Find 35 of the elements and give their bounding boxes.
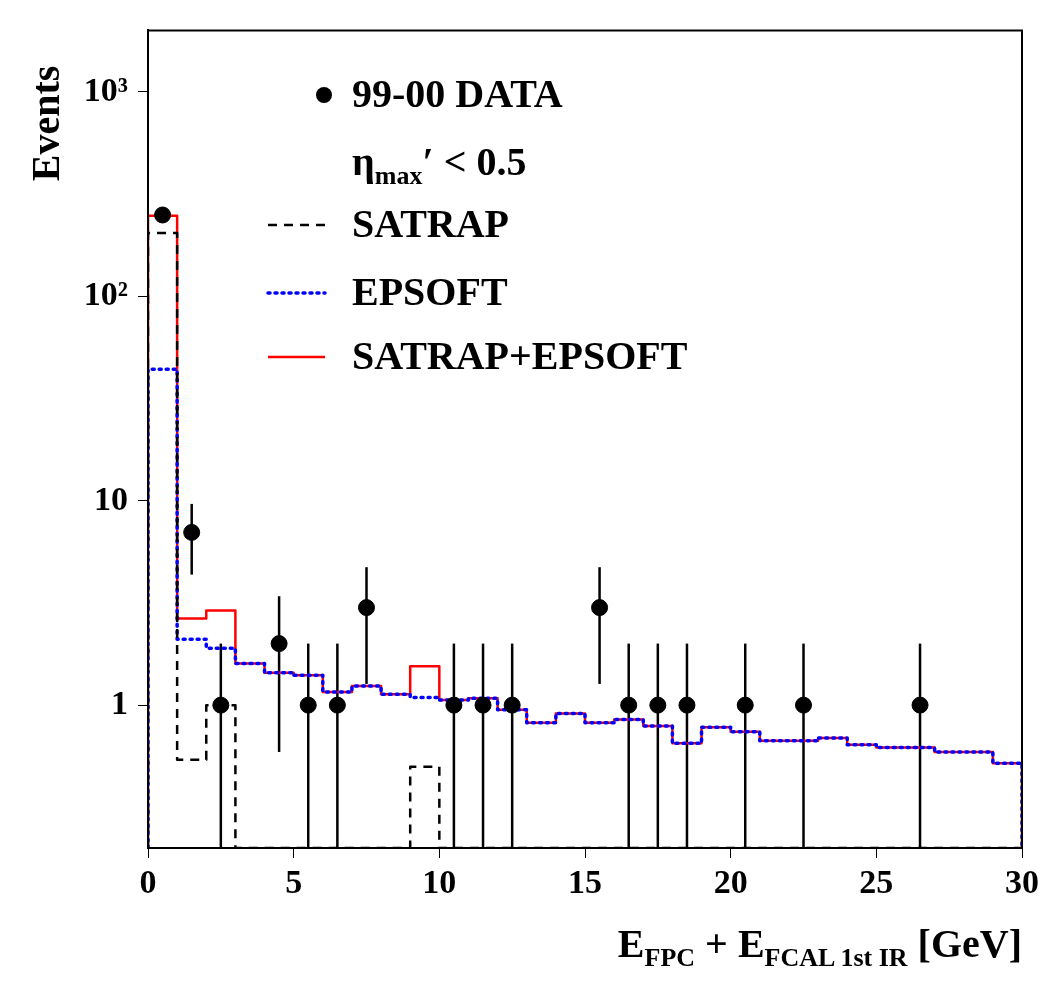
- y-axis-title: Events: [22, 65, 70, 182]
- point: [328, 696, 346, 714]
- x-tick-label: 20: [713, 863, 748, 901]
- legend-label: 99-00 DATA: [352, 71, 563, 117]
- point: [620, 696, 638, 714]
- legend-label: SATRAP+EPSOFT: [352, 333, 688, 379]
- x-tick-label: 5: [285, 863, 303, 901]
- point: [591, 599, 609, 617]
- point: [358, 599, 375, 617]
- point: [736, 696, 754, 714]
- point: [795, 696, 812, 714]
- x-tick-label: 15: [568, 863, 602, 901]
- point: [212, 696, 230, 714]
- x-tick-label: 0: [139, 863, 157, 901]
- point: [299, 696, 317, 714]
- x-axis-title: E$_{FPC}$ + E$_{FCAL 1st IR}$ [GeV]: [617, 920, 1022, 973]
- y-tick-label: 1: [111, 683, 128, 721]
- x-tick-label: 25: [859, 863, 894, 901]
- point: [183, 523, 201, 541]
- point: [911, 696, 929, 714]
- y-tick-label: 10²: [83, 275, 128, 313]
- y-tick-label: 10³: [83, 70, 128, 108]
- point: [474, 696, 492, 714]
- x-tick-label: 10: [422, 863, 457, 901]
- point: [445, 696, 463, 714]
- x-tick-label: 30: [1005, 863, 1039, 901]
- y-tick-label: 10: [94, 479, 128, 517]
- legend-label: EPSOFT: [352, 269, 508, 315]
- legend-label: SATRAP: [352, 201, 510, 247]
- point: [503, 696, 521, 714]
- annotation: η$_{max}$′ < 0.5: [352, 138, 527, 191]
- point: [649, 696, 667, 714]
- point: [678, 696, 696, 714]
- point: [154, 206, 172, 224]
- point: [270, 635, 288, 653]
